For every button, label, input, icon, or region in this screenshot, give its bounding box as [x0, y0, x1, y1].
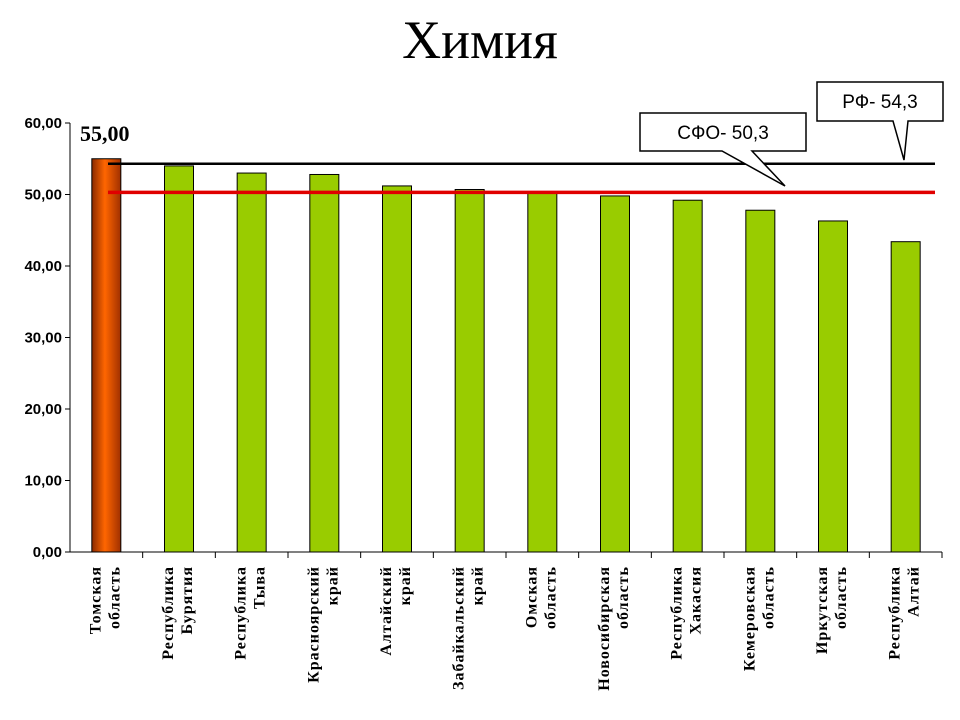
x-category-label-text: Кемеровская область: [741, 566, 777, 671]
x-category-label-line: Забайкальский: [451, 566, 468, 690]
callout-sfo: СФО- 50,3: [639, 112, 807, 187]
x-category-label-text: Алтайский край: [378, 566, 414, 656]
x-category-label-line: край: [470, 566, 487, 605]
x-category-label-line: область: [760, 566, 777, 629]
x-category-label: Республика Хакасия: [669, 566, 705, 660]
data-label-highlight: 55,00: [80, 121, 130, 146]
x-category-label-line: Кемеровская: [741, 566, 758, 671]
x-category-label-line: Республика: [887, 566, 904, 660]
reference-lines: [108, 162, 935, 195]
x-category-label-line: край: [324, 566, 341, 605]
y-tick-label: 50,00: [24, 187, 62, 204]
y-tick-label: 60,00: [24, 115, 62, 132]
x-category-label-line: Алтай: [906, 566, 923, 617]
x-category-label-line: Иркутская: [814, 566, 831, 654]
bar: [236, 172, 267, 553]
bar: [309, 173, 340, 553]
callout-rf: РФ- 54,3: [816, 81, 944, 161]
x-category-label-text: Республика Хакасия: [669, 566, 705, 660]
bar: [164, 165, 194, 553]
x-category-label-line: Алтайский: [378, 566, 395, 656]
x-category-label: Забайкальский край: [451, 566, 487, 690]
x-category-label-line: Республика: [669, 566, 686, 660]
plot-area: [69, 123, 943, 558]
x-category-label-text: Новосибирская область: [596, 566, 632, 691]
x-category-label-line: область: [542, 566, 559, 629]
x-category-label: Томская область: [87, 566, 123, 634]
bar-highlight: [91, 158, 122, 553]
x-category-label-line: Бурятия: [179, 566, 196, 634]
x-category-label-line: Хакасия: [688, 566, 705, 635]
x-axis-labels: Томская область Республика Бурятия Республик…: [87, 566, 922, 691]
y-tick-label: 40,00: [24, 258, 62, 275]
callout-sfo-label: СФО- 50,3: [677, 123, 769, 144]
x-category-label-text: Иркутская область: [814, 566, 850, 654]
bar: [672, 199, 703, 553]
y-tick-label: 30,00: [24, 330, 62, 347]
x-category-label-text: Республика Алтай: [887, 566, 923, 660]
x-category-label: Республика Алтай: [887, 566, 923, 660]
x-category-label-text: Омская область: [523, 566, 559, 629]
x-category-label-line: Омская: [523, 566, 540, 628]
x-category-label-text: Республика Тыва: [233, 566, 269, 660]
x-category-label-line: Новосибирская: [596, 566, 613, 691]
x-category-label-line: Тыва: [252, 566, 269, 609]
bar: [527, 192, 558, 553]
x-category-label: Новосибирская область: [596, 566, 632, 691]
x-category-label: Иркутская область: [814, 566, 850, 654]
x-category-label: Кемеровская область: [741, 566, 777, 671]
bar: [818, 220, 848, 553]
y-tick-label: 10,00: [24, 473, 62, 490]
callout-sfo-box: [639, 112, 807, 187]
x-category-label-text: Красноярский край: [305, 566, 341, 683]
x-category-label-line: область: [615, 566, 632, 629]
x-category-label: Республика Бурятия: [160, 566, 196, 660]
x-category-label-line: область: [106, 566, 123, 629]
x-category-label: Омская область: [523, 566, 559, 629]
y-tick-label: 20,00: [24, 401, 62, 418]
x-category-label-text: Томская область: [87, 566, 123, 634]
x-category-label-line: Красноярский: [305, 566, 322, 683]
x-category-label-line: Томская: [87, 566, 104, 634]
y-axis-ticks: 0,00 10,00 20,00 30,00 40,00 50,00 60,00: [24, 115, 70, 561]
x-category-label-line: край: [397, 566, 414, 605]
callout-rf-label: РФ- 54,3: [842, 92, 918, 113]
bar: [890, 241, 921, 553]
x-category-label: Красноярский край: [305, 566, 341, 683]
chart-title: Химия: [402, 10, 558, 70]
bar: [600, 195, 630, 553]
x-category-label: Алтайский край: [378, 566, 414, 656]
x-category-label-line: Республика: [160, 566, 177, 660]
bar: [382, 185, 412, 553]
x-category-label-text: Забайкальский край: [451, 566, 487, 690]
x-category-label-line: Республика: [233, 566, 250, 660]
callout-rf-box: [816, 81, 944, 161]
x-category-label: Республика Тыва: [233, 566, 269, 660]
bar: [745, 209, 776, 553]
x-category-label-text: Республика Бурятия: [160, 566, 196, 660]
y-tick-label: 0,00: [33, 544, 62, 561]
x-category-label-line: область: [833, 566, 850, 629]
bar: [454, 188, 485, 553]
bars: [91, 158, 921, 553]
